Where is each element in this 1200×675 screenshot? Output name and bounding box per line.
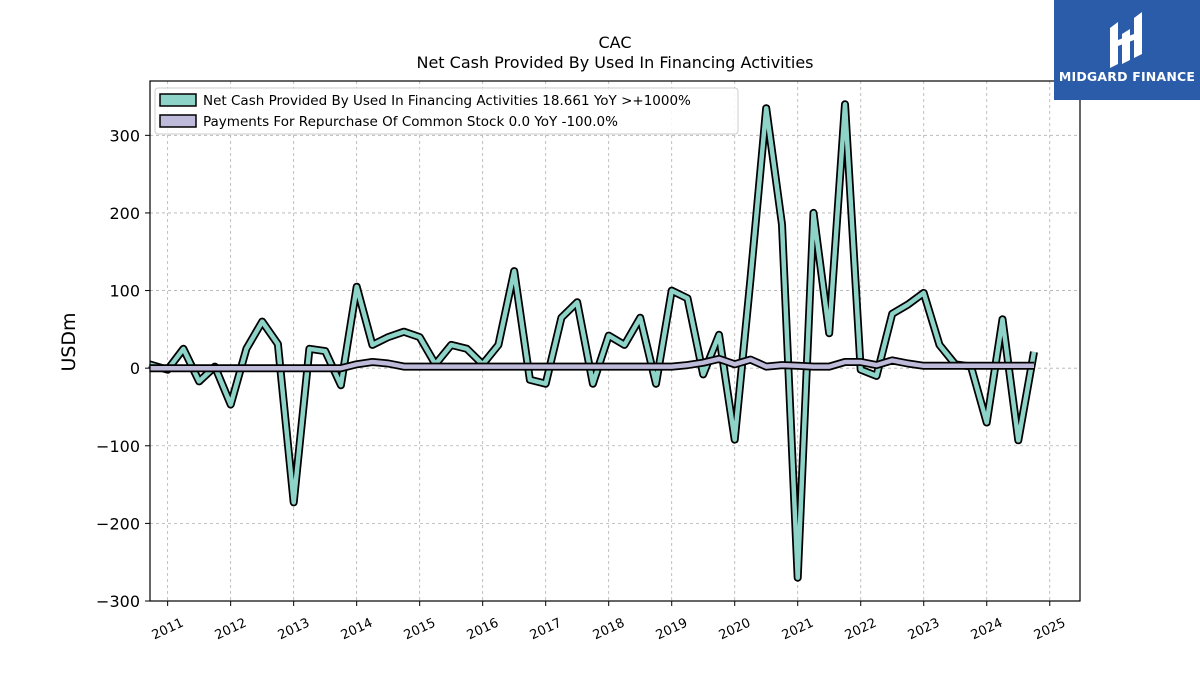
x-axis-ticks: 2011 2012 2013 2014 2015 2016 2017 2018 2019 2020… bbox=[150, 601, 1068, 643]
y-tick-label: 0 bbox=[130, 359, 140, 378]
midgard-logo-icon bbox=[1110, 12, 1142, 68]
x-tick-label: 2025 bbox=[1032, 616, 1068, 644]
x-tick-label: 2011 bbox=[150, 616, 186, 644]
x-tick-label: 2021 bbox=[780, 616, 816, 644]
x-tick-label: 2023 bbox=[906, 616, 942, 644]
x-tick-label: 2024 bbox=[969, 616, 1005, 644]
y-tick-label: −300 bbox=[96, 592, 140, 611]
plot-area-frame bbox=[149, 80, 1081, 602]
legend-entry-net-cash: Net Cash Provided By Used In Financing A… bbox=[203, 93, 691, 109]
legend: Net Cash Provided By Used In Financing A… bbox=[154, 87, 739, 135]
y-axis-label: USDm bbox=[58, 312, 80, 371]
x-tick-label: 2015 bbox=[402, 616, 438, 644]
legend-swatch-net-cash bbox=[159, 93, 197, 107]
x-tick-label: 2018 bbox=[591, 616, 627, 644]
x-tick-label: 2019 bbox=[654, 616, 690, 644]
series-layer bbox=[148, 100, 1038, 582]
legend-entry-repurchase: Payments For Repurchase Of Common Stock … bbox=[203, 114, 618, 130]
x-tick-label: 2012 bbox=[213, 616, 249, 644]
y-tick-label: 200 bbox=[109, 204, 140, 223]
x-tick-label: 2020 bbox=[717, 616, 753, 644]
chart-title: CAC bbox=[598, 33, 631, 52]
series-line-1 bbox=[149, 356, 1034, 371]
y-axis-ticks: −300 −200 −100 0 100 200 300 bbox=[96, 126, 150, 611]
x-tick-label: 2016 bbox=[465, 616, 501, 644]
series-line-outline-0 bbox=[148, 100, 1038, 582]
legend-box bbox=[154, 87, 739, 135]
x-tick-label: 2014 bbox=[339, 616, 375, 644]
x-tick-label: 2017 bbox=[528, 616, 564, 644]
x-tick-label: 2013 bbox=[276, 616, 312, 644]
y-tick-label: 300 bbox=[109, 126, 140, 145]
legend-swatch-repurchase bbox=[159, 114, 197, 128]
x-tick-label: 2022 bbox=[843, 616, 879, 644]
chart-subtitle: Net Cash Provided By Used In Financing A… bbox=[416, 53, 813, 72]
series-line-0 bbox=[148, 102, 1037, 580]
y-tick-label: −100 bbox=[96, 437, 140, 456]
brand-logo: MIDGARD FINANCE bbox=[1054, 0, 1200, 100]
brand-name: MIDGARD FINANCE bbox=[1058, 69, 1196, 84]
y-tick-label: 100 bbox=[109, 282, 140, 301]
y-tick-label: −200 bbox=[96, 514, 140, 533]
